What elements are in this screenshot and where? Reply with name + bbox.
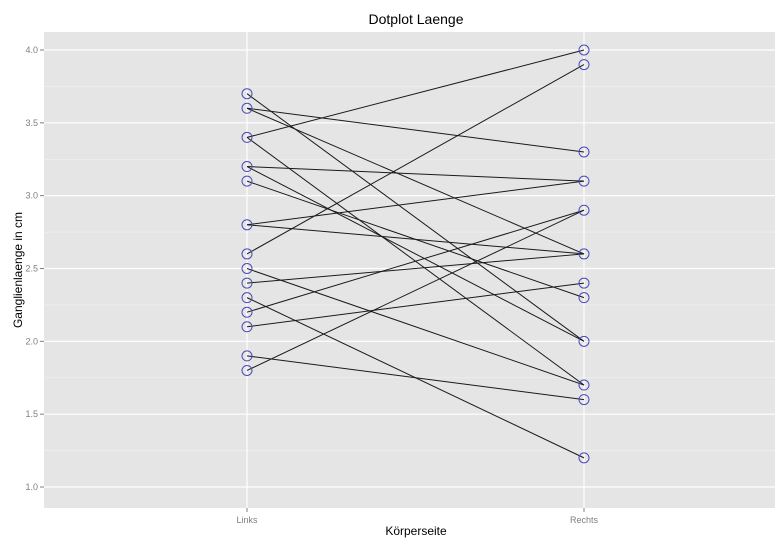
pair-line (246, 166, 585, 182)
data-point (578, 292, 590, 304)
pair-line (246, 107, 585, 255)
data-point (241, 306, 253, 318)
pair-line (246, 166, 585, 342)
chart-title: Dotplot Laenge (369, 11, 464, 27)
plot-panel (44, 32, 775, 508)
data-point (241, 350, 253, 362)
pair-line (246, 209, 585, 371)
y-axis-label: Ganglienlaenge in cm (11, 212, 25, 328)
data-points (241, 44, 590, 464)
y-tick-label: 3.0 (25, 191, 38, 201)
data-point (241, 175, 253, 187)
x-tick-label: Links (236, 515, 258, 525)
data-point (241, 161, 253, 173)
pair-line (246, 253, 585, 284)
data-point (241, 292, 253, 304)
x-axis-ticks: Links Rechts (236, 508, 599, 525)
pair-line (246, 209, 585, 313)
data-point (241, 102, 253, 114)
y-tick-label: 3.5 (25, 118, 38, 128)
data-point (578, 44, 590, 56)
data-point (241, 131, 253, 143)
pair-line (246, 282, 585, 328)
data-point (578, 146, 590, 158)
data-point (241, 321, 253, 333)
y-tick-label: 4.0 (25, 45, 38, 55)
y-tick-label: 2.5 (25, 264, 38, 274)
x-axis-label: Körperseite (385, 524, 447, 538)
y-axis-ticks: 1.0 1.5 2.0 2.5 3.0 3.5 4.0 (25, 45, 44, 492)
data-point (578, 59, 590, 71)
data-point (578, 248, 590, 260)
data-point (241, 263, 253, 274)
pair-line (246, 64, 585, 255)
pair-lines (246, 49, 585, 459)
data-point (578, 204, 590, 216)
y-tick-label: 1.5 (25, 409, 38, 419)
data-point (241, 219, 253, 231)
grid-lines (44, 32, 775, 508)
data-point (241, 364, 253, 376)
data-point (578, 452, 590, 464)
data-point (241, 88, 253, 100)
pair-line (246, 355, 585, 401)
pair-line (246, 49, 585, 138)
y-tick-label: 2.0 (25, 336, 38, 346)
data-point (578, 394, 590, 406)
data-point (578, 335, 590, 347)
pair-line (246, 93, 585, 342)
pair-line (246, 268, 585, 386)
data-point (578, 277, 590, 289)
pair-line (246, 107, 585, 153)
data-point (241, 248, 253, 260)
x-tick-label: Rechts (570, 515, 599, 525)
y-tick-label: 1.0 (25, 482, 38, 492)
pair-line (246, 180, 585, 226)
data-point (578, 379, 590, 391)
data-point (241, 277, 253, 289)
data-point (578, 175, 590, 187)
pair-line (246, 224, 585, 255)
